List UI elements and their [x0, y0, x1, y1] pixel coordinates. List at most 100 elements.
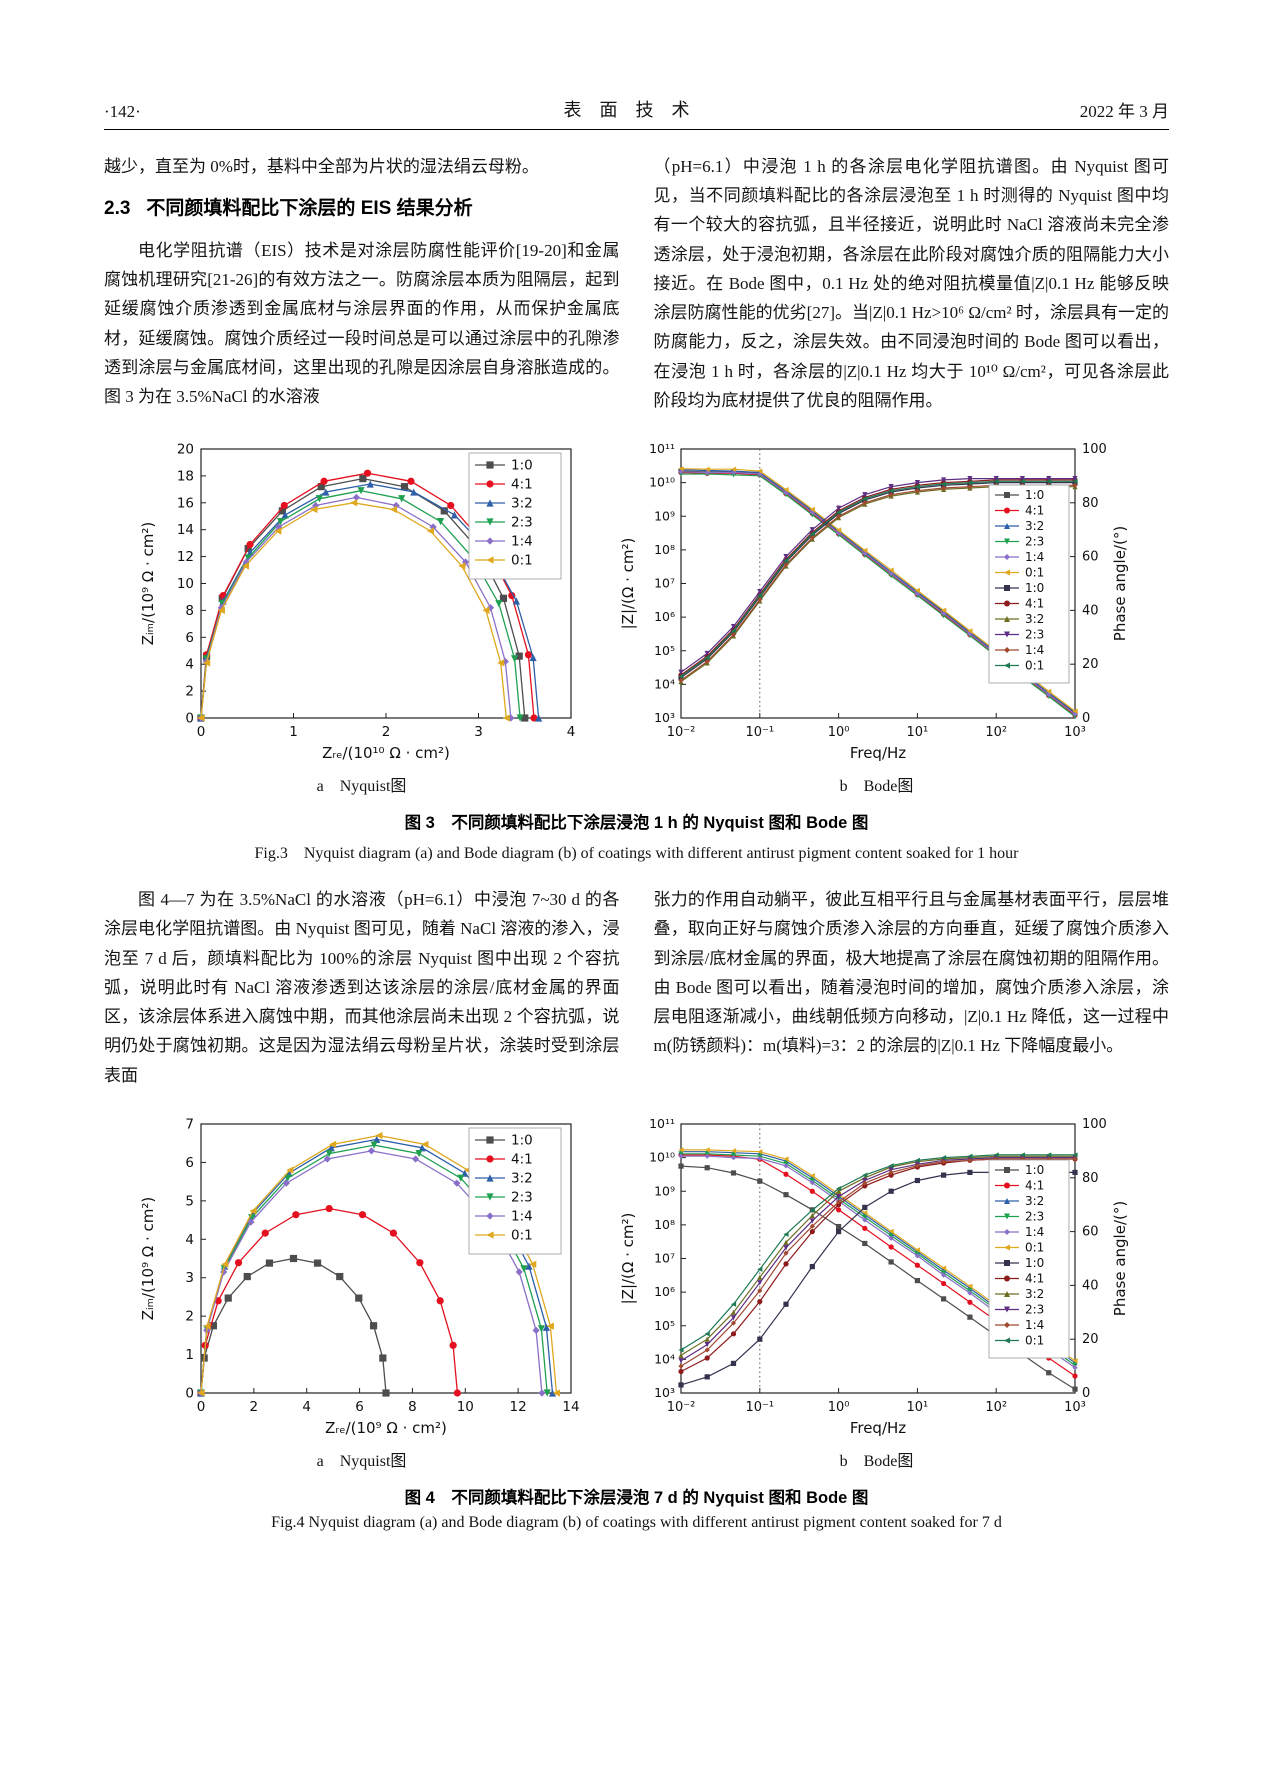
svg-text:10²: 10² [985, 1400, 1007, 1415]
svg-text:|Z|/(Ω · cm²): |Z|/(Ω · cm²) [619, 538, 637, 630]
fig3-caption-en: Fig.3 Nyquist diagram (a) and Bode diagr… [254, 845, 1019, 863]
svg-text:10⁻¹: 10⁻¹ [745, 1400, 774, 1415]
svg-text:16: 16 [176, 495, 193, 511]
paragraph-eis-right: （pH=6.1）中浸泡 1 h 的各涂层电化学阻抗谱图。由 Nyquist 图可… [653, 157, 1170, 410]
svg-text:10⁻²: 10⁻² [666, 725, 695, 740]
svg-text:3:2: 3:2 [511, 1170, 533, 1186]
svg-text:0: 0 [185, 711, 194, 727]
svg-text:0: 0 [196, 724, 205, 740]
svg-text:1:4: 1:4 [1025, 643, 1044, 657]
svg-text:0:1: 0:1 [1025, 1240, 1044, 1254]
column-left-1: 越少，直至为 0%时，基料中全部为片状的湿法绢云母粉。 2.3 不同颜填料配比下涂… [104, 152, 620, 415]
svg-text:2:3: 2:3 [511, 515, 533, 531]
fig4-caption-en: Fig.4 Nyquist diagram (a) and Bode diagr… [271, 1513, 1002, 1531]
svg-text:10⁻²: 10⁻² [666, 1400, 695, 1415]
svg-text:1:0: 1:0 [1025, 1256, 1044, 1270]
svg-text:10¹⁰: 10¹⁰ [649, 475, 675, 490]
figure-3-caption: 图 3 不同颜填料配比下涂层浸泡 1 h 的 Nyquist 图和 Bode 图… [104, 809, 1169, 863]
svg-text:2:3: 2:3 [1025, 1209, 1044, 1223]
svg-text:6: 6 [185, 630, 194, 646]
svg-text:4: 4 [302, 1399, 311, 1415]
svg-text:14: 14 [562, 1399, 579, 1415]
svg-text:1: 1 [289, 724, 298, 740]
column-right-2: 张力的作用自动躺平，彼此互相平行且与金属基材表面平行，层层堆叠，取向正好与腐蚀介… [654, 885, 1170, 1090]
svg-text:40: 40 [1082, 604, 1099, 619]
svg-text:40: 40 [1082, 1278, 1099, 1293]
svg-text:100: 100 [1082, 442, 1107, 457]
issue-date: 2022 年 3 月 [1079, 102, 1169, 121]
svg-text:1:4: 1:4 [1025, 1318, 1044, 1332]
svg-text:4:1: 4:1 [1025, 1271, 1044, 1285]
fig3-nyquist-chart: 0 1 2 3 4 0 2 4 6 8 10 12 14 16 18 20 Zᵣₑ/(10¹⁰ Ω · cm²)… [137, 435, 587, 770]
svg-text:10⁸: 10⁸ [654, 542, 675, 557]
svg-text:10⁰: 10⁰ [827, 1400, 849, 1415]
svg-text:Zᵢₘ/(10⁹ Ω · cm²): Zᵢₘ/(10⁹ Ω · cm²) [139, 1196, 157, 1320]
svg-text:Zᵣₑ/(10¹⁰ Ω · cm²): Zᵣₑ/(10¹⁰ Ω · cm²) [322, 744, 450, 762]
fig4-subcaption-b: b Bode图 [839, 1452, 914, 1470]
svg-text:10³: 10³ [654, 1385, 675, 1400]
svg-text:10³: 10³ [1064, 725, 1086, 740]
svg-text:4: 4 [185, 1232, 194, 1248]
svg-text:1:4: 1:4 [1025, 550, 1044, 564]
svg-text:3:2: 3:2 [1025, 1287, 1044, 1301]
svg-text:0: 0 [196, 1399, 205, 1415]
svg-text:10²: 10² [985, 725, 1007, 740]
section-heading: 2.3 不同颜填料配比下涂层的 EIS 结果分析 [104, 193, 620, 226]
svg-text:10³: 10³ [1064, 1400, 1086, 1415]
svg-text:10¹: 10¹ [906, 1400, 928, 1415]
svg-text:3:2: 3:2 [1025, 1194, 1044, 1208]
svg-text:Freq/Hz: Freq/Hz [849, 1419, 905, 1437]
svg-text:10⁶: 10⁶ [654, 609, 675, 624]
svg-text:4:1: 4:1 [1025, 597, 1044, 611]
page-number: ·142· [104, 102, 141, 121]
figure-4-caption: 图 4 不同颜填料配比下涂层浸泡 7 d 的 Nyquist 图和 Bode 图… [104, 1484, 1169, 1532]
svg-text:10¹⁰: 10¹⁰ [649, 1149, 675, 1164]
svg-text:4:1: 4:1 [1025, 504, 1044, 518]
figure-4-nyquist-block: 0 2 4 6 8 10 12 14 0 1 2 3 4 5 6 7 Zᵣₑ/(10⁹ Ω · cm²) Zᵢₘ/… [137, 1110, 587, 1471]
svg-text:60: 60 [1082, 1224, 1099, 1239]
svg-text:2:3: 2:3 [511, 1189, 533, 1205]
svg-text:0: 0 [185, 1385, 194, 1401]
svg-text:4:1: 4:1 [1025, 1178, 1044, 1192]
svg-text:4: 4 [566, 724, 575, 740]
svg-text:20: 20 [1082, 657, 1099, 672]
figure-4: 0 2 4 6 8 10 12 14 0 1 2 3 4 5 6 7 Zᵣₑ/(10⁹ Ω · cm²) Zᵢₘ/… [104, 1110, 1169, 1532]
svg-text:0:1: 0:1 [1025, 566, 1044, 580]
text-block-1: 越少，直至为 0%时，基料中全部为片状的湿法绢云母粉。 2.3 不同颜填料配比下涂… [104, 152, 1169, 415]
section-title: 不同颜填料配比下涂层的 EIS 结果分析 [146, 198, 473, 220]
svg-text:12: 12 [509, 1399, 526, 1415]
svg-text:10⁴: 10⁴ [654, 1351, 675, 1366]
fig4-bode-chart: 10⁻² 10⁻¹ 10⁰ 10¹ 10² 10³ 10³ 10⁴ 10⁵ 10⁶ 10⁷ 10⁸ 10… [617, 1110, 1137, 1445]
svg-text:20: 20 [1082, 1332, 1099, 1347]
svg-text:0:1: 0:1 [1025, 1333, 1044, 1347]
svg-text:2: 2 [185, 684, 194, 700]
paragraph-fig4-right: 张力的作用自动躺平，彼此互相平行且与金属基材表面平行，层层堆叠，取向正好与腐蚀介… [653, 890, 1170, 1056]
svg-text:3: 3 [474, 724, 483, 740]
svg-text:1:0: 1:0 [1025, 488, 1044, 502]
svg-text:2:3: 2:3 [1025, 628, 1044, 642]
svg-text:10⁰: 10⁰ [827, 725, 849, 740]
svg-text:Zᵢₘ/(10⁹ Ω · cm²): Zᵢₘ/(10⁹ Ω · cm²) [139, 522, 157, 646]
svg-text:0:1: 0:1 [511, 553, 533, 569]
svg-text:3:2: 3:2 [1025, 612, 1044, 626]
svg-text:4:1: 4:1 [511, 1151, 533, 1167]
page-header: ·142· 表 面 技 术 2022 年 3 月 [104, 96, 1169, 130]
figure-4-charts-row: 0 2 4 6 8 10 12 14 0 1 2 3 4 5 6 7 Zᵣₑ/(10⁹ Ω · cm²) Zᵢₘ/… [104, 1110, 1169, 1471]
figure-3-nyquist-block: 0 1 2 3 4 0 2 4 6 8 10 12 14 16 18 20 Zᵣₑ/(10¹⁰ Ω · cm²)… [137, 435, 587, 796]
svg-text:6: 6 [355, 1399, 364, 1415]
journal-title: 表 面 技 术 [563, 100, 690, 120]
svg-text:10¹¹: 10¹¹ [649, 1116, 675, 1131]
svg-text:2:3: 2:3 [1025, 1302, 1044, 1316]
svg-text:1:0: 1:0 [1025, 581, 1044, 595]
svg-text:10¹: 10¹ [906, 725, 928, 740]
section-number: 2.3 [104, 198, 131, 220]
fig3-bode-chart: 10⁻² 10⁻¹ 10⁰ 10¹ 10² 10³ 10³ 10⁴ 10⁵ 10⁶ 10⁷ 10⁸ 10… [617, 435, 1137, 770]
svg-text:10⁵: 10⁵ [654, 1318, 675, 1333]
figure-3: 0 1 2 3 4 0 2 4 6 8 10 12 14 16 18 20 Zᵣₑ/(10¹⁰ Ω · cm²)… [104, 435, 1169, 863]
paragraph-fig4-left: 图 4—7 为在 3.5%NaCl 的水溶液（pH=6.1）中浸泡 7~30 d… [104, 890, 620, 1085]
svg-text:4:1: 4:1 [511, 477, 533, 493]
svg-text:1:4: 1:4 [511, 534, 533, 550]
